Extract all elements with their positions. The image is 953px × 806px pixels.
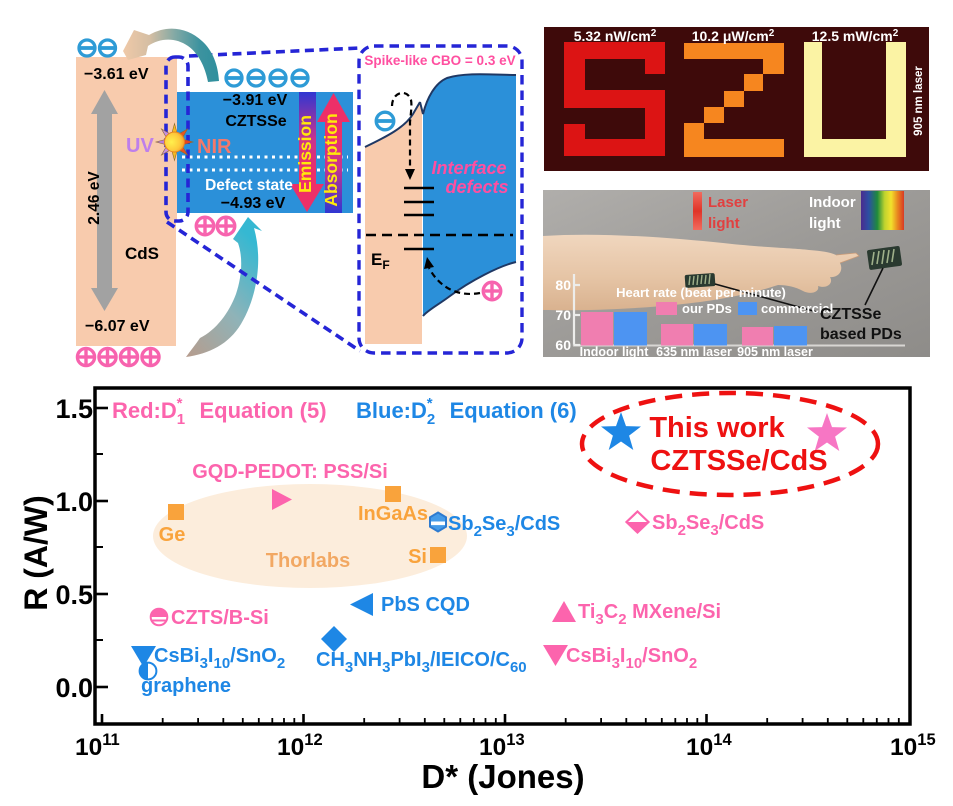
svg-text:Indoor light: Indoor light [580, 345, 650, 357]
svg-text:1015: 1015 [890, 731, 936, 761]
svg-text:Defect state: Defect state [205, 177, 293, 194]
svg-text:2.46 eV: 2.46 eV [86, 171, 103, 225]
svg-text:CH3NH3PbI3/IEICO/C60: CH3NH3PbI3/IEICO/C60 [316, 649, 527, 676]
svg-text:Interface: Interface [431, 158, 506, 178]
svg-text:light: light [809, 215, 841, 232]
svg-text:905 nm laser: 905 nm laser [737, 345, 813, 357]
svg-text:CsBi3I10/SnO2: CsBi3I10/SnO2 [566, 645, 697, 672]
svg-text:70: 70 [555, 307, 571, 323]
svg-text:CsBi3I10/SnO2: CsBi3I10/SnO2 [154, 645, 285, 672]
svg-text:−3.91 eV: −3.91 eV [223, 92, 288, 109]
svg-text:CZTS/B-Si: CZTS/B-Si [171, 607, 269, 629]
svg-text:Heart rate (beat per minute): Heart rate (beat per minute) [616, 285, 786, 300]
svg-text:−4.93 eV: −4.93 eV [221, 195, 286, 212]
svg-text:0.0: 0.0 [55, 673, 93, 703]
svg-text:1014: 1014 [686, 731, 732, 761]
svg-text:GQD-PEDOT: PSS/Si: GQD-PEDOT: PSS/Si [192, 461, 388, 483]
svg-text:Red:D1*Equation (5): Red:D1* Equation (5) [112, 395, 327, 428]
svg-text:80: 80 [555, 277, 571, 293]
svg-text:12.5 mW/cm2: 12.5 mW/cm2 [812, 28, 899, 44]
svg-text:CZTSSe: CZTSSe [225, 113, 286, 130]
svg-text:defects: defects [445, 177, 508, 197]
svg-text:R (A/W): R (A/W) [18, 495, 54, 611]
svg-text:graphene: graphene [141, 675, 231, 697]
svg-text:Indoor: Indoor [809, 194, 856, 211]
svg-text:Spike-like CBO = 0.3 eV: Spike-like CBO = 0.3 eV [364, 53, 515, 68]
svg-text:Ge: Ge [159, 524, 186, 546]
svg-text:Blue:D2*Equation (6): Blue:D2* Equation (6) [356, 395, 577, 428]
svg-text:CdS: CdS [125, 244, 159, 263]
svg-text:light: light [708, 215, 740, 232]
svg-text:1.0: 1.0 [55, 487, 93, 517]
svg-text:5.32 nW/cm2: 5.32 nW/cm2 [574, 28, 657, 44]
svg-text:−3.61 eV: −3.61 eV [84, 66, 149, 83]
svg-text:Sb2Se3/CdS: Sb2Se3/CdS [652, 512, 764, 539]
svg-text:Absorption: Absorption [321, 113, 341, 206]
svg-text:Ti3C2 MXene/Si: Ti3C2 MXene/Si [578, 601, 721, 628]
svg-text:1013: 1013 [479, 731, 525, 761]
svg-text:Si: Si [408, 546, 427, 568]
svg-text:Emission: Emission [295, 115, 315, 193]
svg-text:CZTSSe: CZTSSe [820, 306, 881, 323]
svg-text:D* (Jones): D* (Jones) [421, 758, 584, 795]
svg-text:UV: UV [126, 135, 154, 157]
svg-text:based PDs: based PDs [820, 326, 902, 343]
svg-text:commercial: commercial [761, 301, 833, 316]
svg-text:Thorlabs: Thorlabs [266, 550, 350, 572]
svg-text:Laser: Laser [708, 194, 748, 211]
svg-text:NIR: NIR [197, 136, 232, 158]
svg-text:10.2 μW/cm2: 10.2 μW/cm2 [692, 28, 775, 44]
svg-text:CZTSSe/CdS: CZTSSe/CdS [650, 445, 827, 477]
svg-text:635 nm laser: 635 nm laser [656, 345, 732, 357]
svg-text:1.5: 1.5 [55, 394, 93, 424]
svg-text:905 nm laser: 905 nm laser [913, 66, 925, 136]
svg-text:our PDs: our PDs [682, 301, 732, 316]
svg-text:This work: This work [649, 412, 785, 444]
svg-text:1012: 1012 [277, 731, 323, 761]
svg-text:1011: 1011 [75, 731, 120, 761]
svg-text:InGaAs: InGaAs [358, 503, 428, 525]
svg-text:60: 60 [555, 337, 571, 353]
svg-text:0.5: 0.5 [55, 580, 93, 610]
svg-text:PbS CQD: PbS CQD [381, 594, 470, 616]
svg-text:−6.07 eV: −6.07 eV [85, 318, 150, 335]
